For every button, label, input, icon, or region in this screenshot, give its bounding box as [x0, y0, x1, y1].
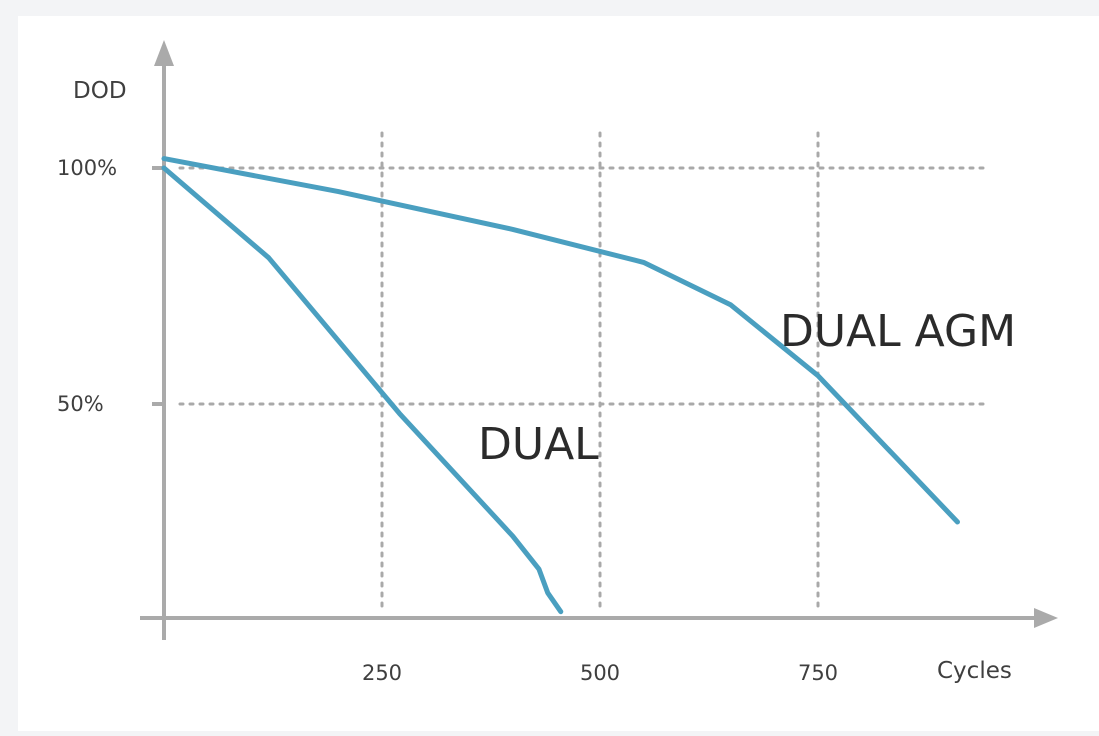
x-axis-arrowhead [1034, 608, 1058, 628]
x-tick-label-250: 250 [362, 661, 402, 685]
series-layer [161, 156, 960, 615]
chart-background [18, 16, 1099, 731]
x-tick-label-750: 750 [798, 661, 838, 685]
y-axis-title: DOD [73, 78, 127, 104]
series-label-dual-agm: DUAL AGM [780, 306, 1016, 357]
label-layer: DOD Cycles DUAL DUAL AGM 250 500 750 50% 100… [57, 78, 1016, 685]
y-tick-label-50: 50% [57, 392, 104, 416]
y-tick-label-100: 100% [57, 156, 117, 180]
y-axis-arrowhead [154, 40, 174, 66]
series-line-dual-agm [161, 156, 960, 525]
series-label-dual: DUAL [478, 419, 599, 470]
series-line-dual [161, 165, 564, 615]
x-axis-title: Cycles [937, 658, 1012, 684]
x-tick-label-500: 500 [580, 661, 620, 685]
